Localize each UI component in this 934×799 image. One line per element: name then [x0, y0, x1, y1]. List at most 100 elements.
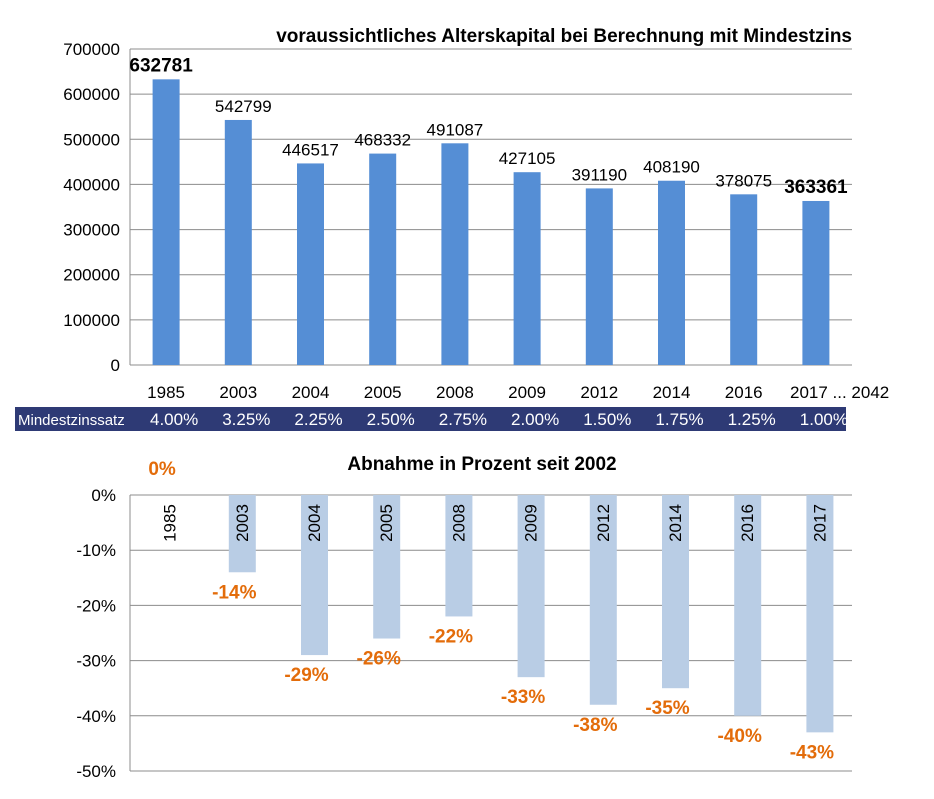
bottom-category-label: 2008 [449, 504, 468, 542]
rate-band-value: 3.25% [222, 410, 270, 429]
bottom-data-label: -29% [284, 665, 328, 686]
bottom-data-label: -26% [357, 649, 401, 670]
top-bar [152, 79, 180, 365]
top-y-tick-label: 0 [111, 356, 120, 375]
top-bar [224, 119, 252, 365]
bottom-bar [589, 495, 617, 705]
bottom-chart-title: Abnahme in Prozent seit 2002 [347, 454, 616, 475]
top-data-label: 378075 [715, 171, 772, 190]
rate-band-value: 2.50% [367, 410, 415, 429]
bottom-y-tick-label: -50% [76, 762, 116, 781]
bottom-bar [301, 495, 328, 656]
top-x-tick-label: 2016 [725, 383, 763, 402]
top-data-label: 363361 [784, 177, 848, 198]
rate-band-value: 1.75% [655, 410, 703, 429]
bottom-category-label: 2017 [810, 504, 829, 542]
rate-band-values: 4.00% 3.25% 2.25% 2.50% 2.75% 2.00% 1.50% 1.75%… [150, 410, 846, 429]
bottom-y-tick-label: -30% [76, 652, 116, 671]
top-bar [658, 180, 685, 365]
bottom-chart-y-axis: 0% -10% -20% -30% -40% -50% [76, 486, 116, 781]
bottom-y-tick-label: -20% [76, 596, 116, 615]
top-x-tick-label: 2005 [364, 383, 402, 402]
top-y-tick-label: 200000 [63, 266, 120, 285]
top-y-tick-label: 400000 [63, 175, 120, 194]
top-bar [441, 143, 469, 365]
rate-band-background [15, 407, 846, 431]
top-x-tick-label: 2014 [653, 383, 691, 402]
top-bar [730, 194, 758, 365]
bottom-bar [517, 495, 545, 678]
top-bar [369, 153, 397, 365]
top-data-label: 632781 [129, 55, 193, 76]
bottom-y-tick-label: -40% [76, 707, 116, 726]
bottom-data-label: 0% [148, 459, 176, 480]
bottom-y-tick-label: 0% [91, 486, 116, 505]
bottom-chart-category-labels: 1985 2003 2004 2005 2008 2009 2012 2014 2016 2017 [161, 504, 830, 542]
top-data-label: 446517 [282, 140, 339, 159]
bottom-category-label: 2016 [738, 504, 757, 542]
top-data-label: 468332 [354, 131, 411, 150]
rate-band-label: Mindestzinssatz [18, 412, 125, 429]
top-y-tick-label: 600000 [63, 85, 120, 104]
bottom-category-label: 2004 [305, 504, 324, 542]
top-data-label: 542799 [215, 97, 272, 116]
bottom-bar [806, 495, 834, 733]
bottom-bar [445, 495, 473, 617]
bottom-data-label: -14% [212, 582, 256, 603]
rate-band-value: 4.00% [150, 410, 198, 429]
rate-band-value: 1.50% [583, 410, 631, 429]
bottom-data-label: -40% [718, 726, 762, 747]
top-chart-title: voraussichtliches Alterskapital bei Bere… [276, 26, 852, 47]
top-y-tick-label: 500000 [63, 130, 120, 149]
top-bar [802, 200, 830, 365]
rate-band-value: 1.00% [800, 410, 846, 429]
top-data-label: 427105 [499, 149, 556, 168]
bottom-category-label: 2012 [594, 504, 613, 542]
top-chart-y-axis: 0 100000 200000 300000 400000 500000 600000 700… [63, 40, 120, 375]
rate-band-value: 1.25% [728, 410, 776, 429]
top-x-tick-label: 2004 [292, 383, 330, 402]
bottom-data-label: -22% [429, 626, 473, 647]
rate-band-value: 2.25% [294, 410, 342, 429]
bottom-category-label: 2009 [522, 504, 541, 542]
bottom-y-tick-label: -10% [76, 541, 116, 560]
top-x-tick-label: 1985 [147, 383, 185, 402]
top-x-tick-label: 2009 [508, 383, 546, 402]
bottom-chart-bars [228, 495, 834, 733]
top-x-tick-label: 2008 [436, 383, 474, 402]
bottom-category-label: 2005 [377, 504, 396, 542]
top-data-label: 408190 [643, 158, 700, 177]
bottom-bar [662, 495, 689, 689]
bottom-bar [734, 495, 762, 716]
top-data-label: 391190 [572, 165, 627, 184]
bottom-data-label: -38% [573, 715, 617, 736]
bottom-category-label: 2003 [233, 504, 252, 542]
top-chart: voraussichtliches Alterskapital bei Bere… [63, 26, 889, 402]
top-x-tick-label: 2012 [580, 383, 618, 402]
top-bar [513, 172, 541, 365]
bottom-chart: Abnahme in Prozent seit 2002 0% -10% -20% -… [76, 454, 852, 781]
top-x-tick-label: 2003 [219, 383, 257, 402]
top-x-tick-label: 2017 ... 2042 [790, 383, 889, 402]
top-y-tick-label: 100000 [63, 311, 120, 330]
rate-band-value: 2.75% [439, 410, 487, 429]
top-y-tick-label: 700000 [63, 40, 120, 59]
bottom-category-label: 1985 [161, 504, 180, 542]
top-y-tick-label: 300000 [63, 221, 120, 240]
bottom-data-label: -33% [501, 687, 545, 708]
top-bar [585, 188, 613, 365]
rate-band-value: 2.00% [511, 410, 559, 429]
rate-band: Mindestzinssatz 4.00% 3.25% 2.25% 2.50% 2.75… [15, 407, 846, 431]
bottom-chart-data-labels: 0% -14% -29% -26% -22% -33% -38% -35% -40% -43% [148, 459, 834, 763]
bottom-bar [228, 495, 256, 573]
top-chart-data-labels: 632781 542799 446517 468332 491087 427105 3911… [129, 55, 848, 198]
top-chart-x-axis: 1985 2003 2004 2005 2008 2009 2012 2014 2016 2017… [147, 383, 889, 402]
bottom-category-label: 2014 [666, 504, 685, 542]
bottom-data-label: -35% [645, 698, 689, 719]
top-chart-bars [152, 79, 830, 365]
top-data-label: 491087 [427, 120, 484, 139]
bottom-data-label: -43% [790, 742, 834, 763]
top-bar [297, 163, 324, 365]
bottom-bar [373, 495, 401, 639]
